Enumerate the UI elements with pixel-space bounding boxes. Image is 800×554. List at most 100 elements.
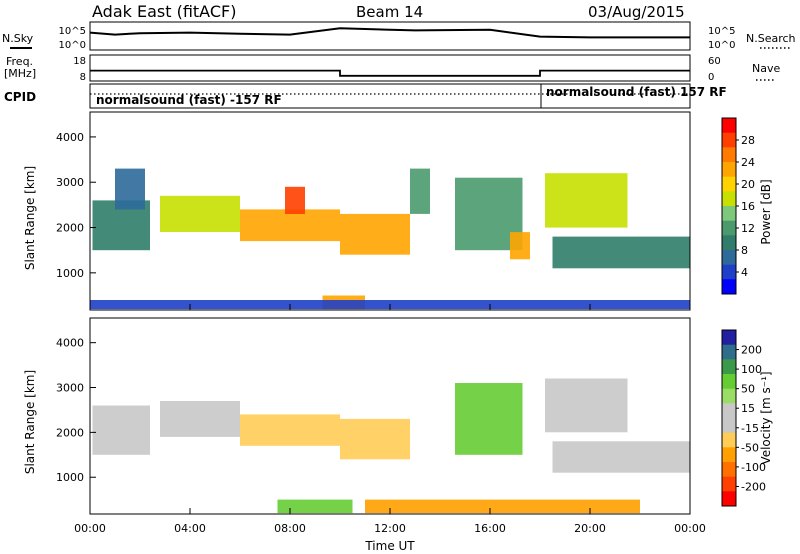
power-region-2 — [160, 195, 240, 232]
velocity-colorbar-tick-label-2: 50 — [741, 383, 755, 396]
noise-panel — [89, 21, 691, 51]
freq-label: Freq. — [6, 55, 33, 68]
power-colorbar-step-8 — [722, 235, 736, 251]
cpid-label: CPID — [4, 90, 36, 104]
freq-tick-top: 18 — [73, 56, 86, 67]
velocity-colorbar-step-8 — [722, 447, 736, 463]
velocity-colorbar-tick-label-6: -100 — [741, 461, 766, 474]
velocity-colorbar-step-6 — [722, 418, 736, 434]
time-tick-label-2: 08:00 — [274, 522, 306, 535]
power-colorbar-tick-label-4: 12 — [741, 222, 755, 235]
time-tick-label-0: 00:00 — [74, 522, 106, 535]
nave-tick-bottom: 0 — [708, 72, 714, 83]
time-axis: 00:00 04:00 08:00 12:00 16:00 20:00 00:00 — [74, 304, 706, 535]
velocity-ytick-label-2: 2000 — [56, 426, 84, 439]
freq-series-line — [90, 69, 690, 77]
velocity-region-6 — [552, 441, 690, 473]
power-region-6 — [410, 168, 430, 214]
velocity-colorbar-step-5 — [722, 403, 736, 419]
nave-tick-top: 60 — [708, 56, 721, 67]
power-region-3 — [240, 209, 340, 242]
velocity-cells-group — [92, 378, 690, 514]
power-ytick-label-0: 4000 — [56, 131, 84, 144]
velocity-colorbar-step-4 — [722, 388, 736, 404]
nave-label: Nave — [752, 62, 780, 75]
noise-right-tick-bottom: 10^0 — [708, 40, 735, 51]
power-colorbar-tick-label-6: 4 — [741, 266, 748, 279]
power-region-1 — [115, 168, 145, 210]
velocity-ytick-label-1: 3000 — [56, 382, 84, 395]
power-colorbar-step-4 — [722, 176, 736, 192]
cpid-panel — [89, 83, 691, 109]
velocity-ytick-label-3: 1000 — [56, 471, 84, 484]
velocity-ylabel: Slant Range [km] — [23, 370, 37, 474]
power-colorbar-step-6 — [722, 206, 736, 222]
velocity-colorbar-tick-label-5: -50 — [741, 441, 759, 454]
power-region-4 — [285, 186, 305, 214]
velocity-colorbar-tick-label-0: 200 — [741, 344, 762, 357]
freq-panel — [89, 54, 691, 82]
power-cells-group — [90, 168, 690, 310]
mhz-label: [MHz] — [4, 67, 36, 80]
velocity-colorbar-label: Velocity [m s⁻¹] — [759, 371, 773, 464]
velocity-region-8 — [365, 499, 640, 514]
velocity-region-1 — [160, 401, 240, 437]
power-colorbar-label: Power [dB] — [759, 179, 773, 244]
nsky-label: N.Sky — [2, 32, 34, 45]
power-yaxis: 4000 3000 2000 1000 — [56, 131, 96, 280]
time-tick-label-4: 16:00 — [474, 522, 506, 535]
time-tick-label-5: 20:00 — [574, 522, 606, 535]
velocity-colorbar-step-1 — [722, 344, 736, 360]
power-colorbar-step-1 — [722, 132, 736, 148]
time-tick-label-6: 00:00 — [674, 522, 706, 535]
power-region-9 — [545, 173, 628, 228]
power-ytick-label-2: 2000 — [56, 222, 84, 235]
noise-left-tick-bottom: 10^0 — [59, 40, 86, 51]
noise-left-tick-top: 10^5 — [59, 26, 86, 37]
velocity-colorbar-tick-label-3: 15 — [741, 402, 755, 415]
power-region-8 — [510, 232, 530, 260]
power-colorbar-step-3 — [722, 162, 736, 178]
cpid-segment-2: normalsound (fast) 157 RF — [546, 85, 727, 99]
power-colorbar-step-2 — [722, 147, 736, 163]
power-colorbar-step-7 — [722, 220, 736, 236]
velocity-colorbar-frame — [721, 329, 737, 507]
velocity-colorbar-tick-label-1: 100 — [741, 363, 762, 376]
velocity-region-2 — [240, 414, 340, 446]
velocity-colorbar-step-10 — [722, 476, 736, 492]
date-title: 03/Aug/2015 — [588, 3, 685, 21]
velocity-colorbar: 200 100 50 15 -15 -50 -100 -200 — [721, 329, 766, 507]
velocity-colorbar-step-9 — [722, 462, 736, 478]
velocity-colorbar-tick-label-7: -200 — [741, 480, 766, 493]
velocity-yaxis: 4000 3000 2000 1000 — [56, 337, 96, 484]
time-axis-label: Time UT — [364, 539, 415, 553]
velocity-colorbar-step-11 — [722, 491, 736, 507]
nsky-series-line — [89, 27, 690, 39]
velocity-ytick-label-0: 4000 — [56, 337, 84, 350]
velocity-colorbar-step-0 — [722, 330, 736, 346]
freq-tick-bottom: 8 — [80, 72, 86, 83]
velocity-colorbar-step-2 — [722, 359, 736, 375]
power-ylabel: Slant Range [km] — [23, 166, 37, 270]
velocity-region-5 — [545, 378, 628, 433]
velocity-colorbar-step-7 — [722, 432, 736, 448]
power-colorbar: 28 24 20 16 12 8 4 — [721, 117, 755, 295]
velocity-region-7 — [277, 499, 353, 514]
power-colorbar-tick-label-3: 16 — [741, 200, 755, 213]
power-colorbar-tick-label-5: 8 — [741, 244, 748, 257]
beam-title: Beam 14 — [356, 3, 423, 21]
power-colorbar-tick-label-0: 28 — [741, 134, 755, 147]
power-region-10 — [552, 236, 690, 269]
time-tick-label-1: 04:00 — [174, 522, 206, 535]
time-tick-label-3: 12:00 — [374, 522, 406, 535]
power-colorbar-tick-label-2: 20 — [741, 178, 755, 191]
power-region-5 — [340, 213, 410, 255]
velocity-colorbar-tick-label-4: -15 — [741, 422, 759, 435]
velocity-colorbar-step-3 — [722, 374, 736, 390]
power-colorbar-step-9 — [722, 250, 736, 266]
velocity-region-0 — [92, 405, 150, 455]
noise-right-tick-top: 10^5 — [708, 26, 735, 37]
power-ytick-label-1: 3000 — [56, 176, 84, 189]
power-colorbar-tick-label-1: 24 — [741, 156, 755, 169]
power-colorbar-step-10 — [722, 264, 736, 280]
